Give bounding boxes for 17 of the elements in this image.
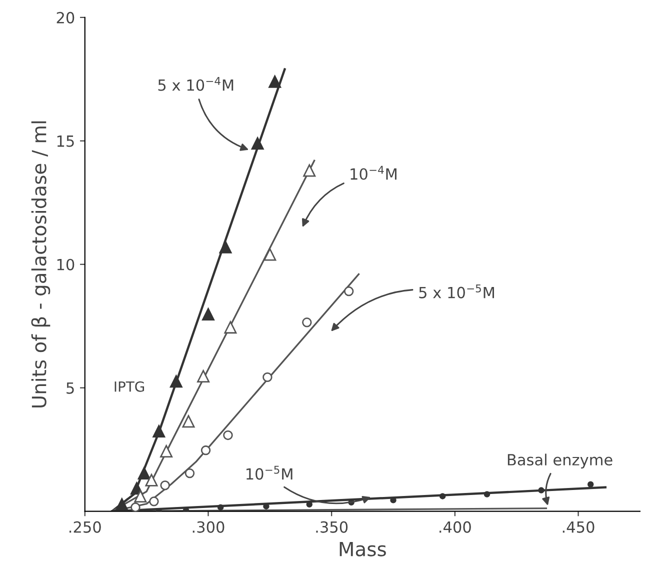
annotation: IPTG [114, 381, 144, 392]
y-tick-label: 10 [57, 258, 74, 270]
y-tick-label: 20 [56, 12, 74, 24]
annotation: 5 x 10$^{−5}$M [419, 284, 494, 298]
annotation: 5 x 10$^{−4}$M [158, 77, 234, 91]
x-tick-label: .450 [562, 521, 594, 533]
annotation: Basal enzyme [508, 454, 612, 468]
y-tick-label: 5 [66, 382, 74, 394]
annotation: 10$^{−4}$M [350, 166, 396, 180]
annotation: 10$^{−5}$M [246, 466, 292, 480]
y-tick-label: 15 [57, 136, 74, 147]
x-tick-label: .400 [440, 521, 471, 533]
x-tick-label: .350 [316, 521, 348, 533]
x-tick-label: .250 [70, 521, 101, 533]
x-tick-label: .300 [192, 521, 224, 533]
x-axis-title: Mass [340, 542, 386, 556]
y-axis-title: Units of β - galactosidase / ml [31, 121, 50, 408]
